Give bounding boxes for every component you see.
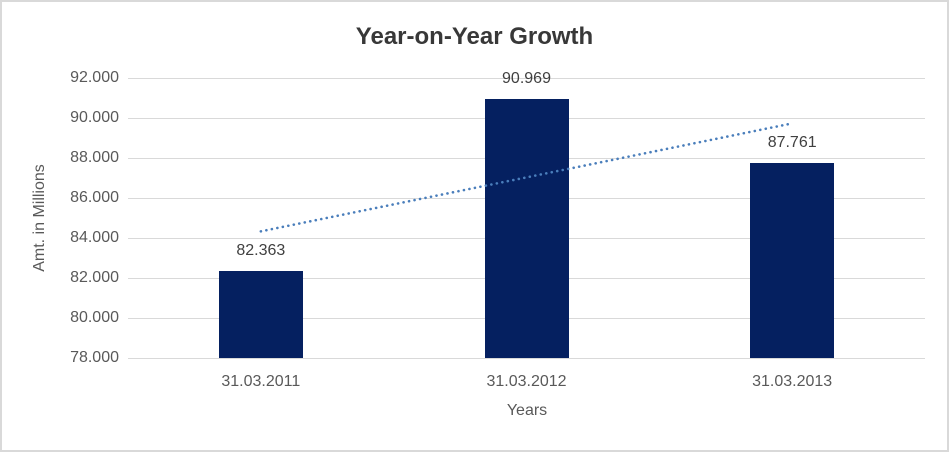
bar: [218, 270, 303, 358]
y-axis-tick-label: 84.000: [70, 229, 119, 246]
bar-value-label: 90.969: [502, 69, 551, 87]
gridline: [128, 77, 925, 79]
x-axis-tick-label: 31.03.2011: [221, 373, 301, 390]
y-axis-tick-label: 78.000: [70, 349, 119, 366]
y-axis-tick-label: 82.000: [70, 269, 119, 286]
y-axis-tick-label: 88.000: [70, 149, 119, 166]
bar-value-label: 82.363: [236, 241, 286, 259]
chart-title: Year-on-Year Growth: [355, 23, 594, 50]
x-axis-title: Years: [506, 402, 548, 419]
y-axis-tick-label: 80.000: [70, 309, 119, 326]
y-axis-tick-label: 86.000: [70, 189, 119, 206]
gridline: [128, 357, 925, 359]
x-axis-tick-label: 31.03.2012: [486, 373, 567, 390]
y-axis-tick-label: 90.000: [70, 109, 119, 126]
y-axis-tick-label: 92.000: [70, 69, 119, 86]
x-axis-tick-label: 31.03.2013: [752, 373, 833, 390]
